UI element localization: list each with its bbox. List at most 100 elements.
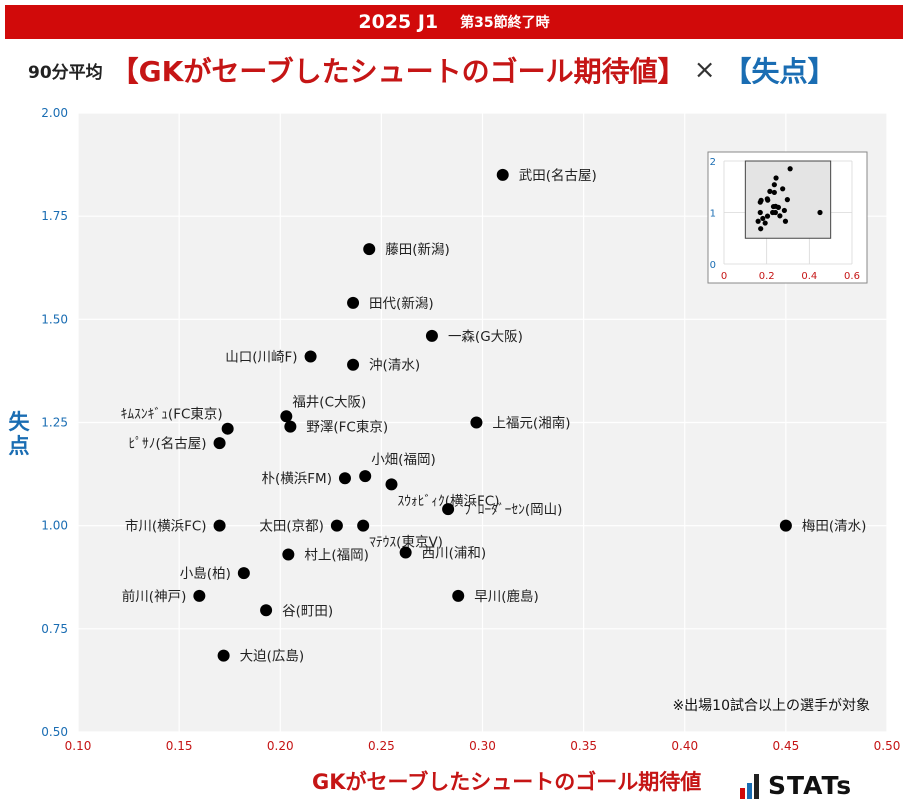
- title-prefix: 90分平均: [28, 62, 103, 83]
- point-label: ﾌﾞﾛｰﾀﾞｰｾﾝ(岡山): [464, 502, 562, 518]
- point-label: 武田(名古屋): [519, 168, 597, 184]
- data-point: [213, 519, 226, 532]
- inset-data-point: [757, 209, 763, 216]
- inset-data-point: [767, 188, 773, 194]
- grid-lines: [77, 112, 888, 733]
- point-label: ｽｳｫﾋﾞｨｸ(横浜FC): [397, 493, 499, 509]
- data-point: [452, 589, 465, 602]
- data-point: [237, 567, 250, 580]
- logo-bars-icon: [740, 773, 761, 799]
- y-tick-label: 1.75: [41, 209, 68, 223]
- footnote: ※出場10試合以上の選手が対象: [672, 698, 870, 714]
- point-label: 市川(横浜FC): [125, 518, 207, 535]
- x-tick-label: 0.25: [368, 739, 395, 753]
- season-label: 2025 J1: [358, 11, 439, 33]
- data-point: [399, 546, 412, 559]
- data-point: [282, 548, 295, 561]
- point-label: 沖(清水): [369, 358, 420, 374]
- logo-bar: [740, 787, 745, 799]
- y-tick-label: 1.50: [41, 312, 68, 326]
- x-tick-label: 0.10: [65, 739, 92, 753]
- data-point: [359, 470, 372, 483]
- data-point: [338, 472, 351, 485]
- point-label: 谷(町田): [282, 603, 333, 619]
- data-point: [304, 350, 317, 363]
- data-point: [385, 478, 398, 491]
- data-point: [347, 358, 360, 371]
- inset-data-point: [762, 220, 768, 226]
- data-point: [217, 649, 230, 662]
- logo-bar: [747, 782, 752, 799]
- data-point: [284, 420, 297, 433]
- x-tick-labels: 0.10 0.15 0.20 0.25 0.30 0.35 0.40 0.45 0.50: [65, 739, 901, 753]
- inset-y-tick-label: 1: [710, 209, 716, 220]
- inset-y-tick-label: 2: [710, 157, 716, 168]
- inset-data-point: [765, 197, 771, 203]
- point-label: ﾋﾟｻﾉ(名古屋): [129, 436, 207, 452]
- matchweek-label: 第35節終了時: [460, 15, 550, 31]
- inset-data-point: [817, 209, 823, 216]
- inset-data-point: [771, 182, 777, 188]
- header-banner: 2025 J1 第35節終了時: [5, 5, 903, 39]
- point-label: 福井(C大阪): [292, 394, 366, 410]
- y-tick-label: 1.25: [41, 416, 68, 430]
- inset-data-point: [775, 204, 782, 210]
- inset-data-point: [758, 226, 764, 232]
- inset-data-point: [755, 218, 761, 224]
- point-label: 野澤(FC東京): [306, 420, 388, 436]
- inset-data-point: [787, 166, 793, 172]
- x-tick-label: 0.35: [570, 739, 597, 753]
- point-label: 藤田(新潟): [385, 242, 450, 258]
- y-tick-labels: 0.50 0.75 1.00 1.25 1.50 1.75 2.00: [41, 106, 68, 739]
- inset-data-point: [780, 186, 786, 192]
- y-axis-label: 失点: [8, 410, 30, 458]
- point-label: 早川(鹿島): [474, 588, 539, 605]
- inset-x-tick-label: 0.6: [844, 271, 860, 282]
- data-point: [260, 604, 273, 617]
- point-label: 大迫(広島): [240, 649, 305, 665]
- x-tick-label: 0.45: [773, 739, 800, 753]
- x-tick-label: 0.30: [469, 739, 496, 753]
- point-label: 上福元(湘南): [492, 416, 570, 432]
- y-tick-label: 0.75: [41, 622, 68, 636]
- data-point: [363, 243, 376, 256]
- logo-bar: [754, 773, 759, 799]
- x-tick-label: 0.20: [267, 739, 294, 753]
- point-label: 田代(新潟): [369, 296, 434, 312]
- data-point: [470, 416, 483, 429]
- data-point: [280, 410, 293, 423]
- point-label: 西川(浦和): [422, 545, 487, 561]
- point-label: ｷﾑｽﾝｷﾞｭ(FC東京): [121, 407, 223, 423]
- x-tick-label: 0.40: [671, 739, 698, 753]
- inset-data-point: [777, 213, 783, 219]
- point-label: 村上(福岡): [304, 548, 369, 564]
- point-label: 小畑(福岡): [371, 452, 436, 468]
- title-metric-y: 【失点】: [723, 55, 836, 88]
- inset-data-point: [781, 207, 787, 214]
- inset-x-tick-label: 0: [721, 271, 727, 282]
- title-times: ×: [693, 55, 716, 85]
- stats-logo: STATs: [740, 771, 852, 800]
- inset-data-point: [770, 203, 777, 210]
- chart-title: 90分平均 【GKがセーブしたシュートのゴール期待値】 × 【失点】: [28, 48, 836, 92]
- data-point: [193, 589, 206, 602]
- point-label: 山口(川崎F): [225, 349, 297, 365]
- data-point: [779, 519, 792, 532]
- point-label: 小島(柏): [180, 566, 231, 582]
- inset-data-point: [764, 213, 771, 219]
- point-label: 梅田(清水): [802, 519, 867, 535]
- x-tick-label: 0.15: [166, 739, 193, 753]
- inset-data-point: [773, 175, 779, 181]
- point-label: 朴(横浜FM): [262, 471, 332, 487]
- x-tick-label: 0.50: [874, 739, 901, 753]
- data-point: [213, 437, 226, 450]
- point-label: 太田(京都): [259, 519, 324, 535]
- data-point: [425, 329, 438, 342]
- inset-data-point: [771, 189, 777, 196]
- point-label: 一森(G大阪): [448, 329, 523, 345]
- logo-text: STATs: [768, 771, 853, 800]
- data-point: [496, 168, 509, 181]
- inset-x-tick-label: 0.2: [759, 271, 775, 282]
- inset-data-point: [760, 215, 766, 222]
